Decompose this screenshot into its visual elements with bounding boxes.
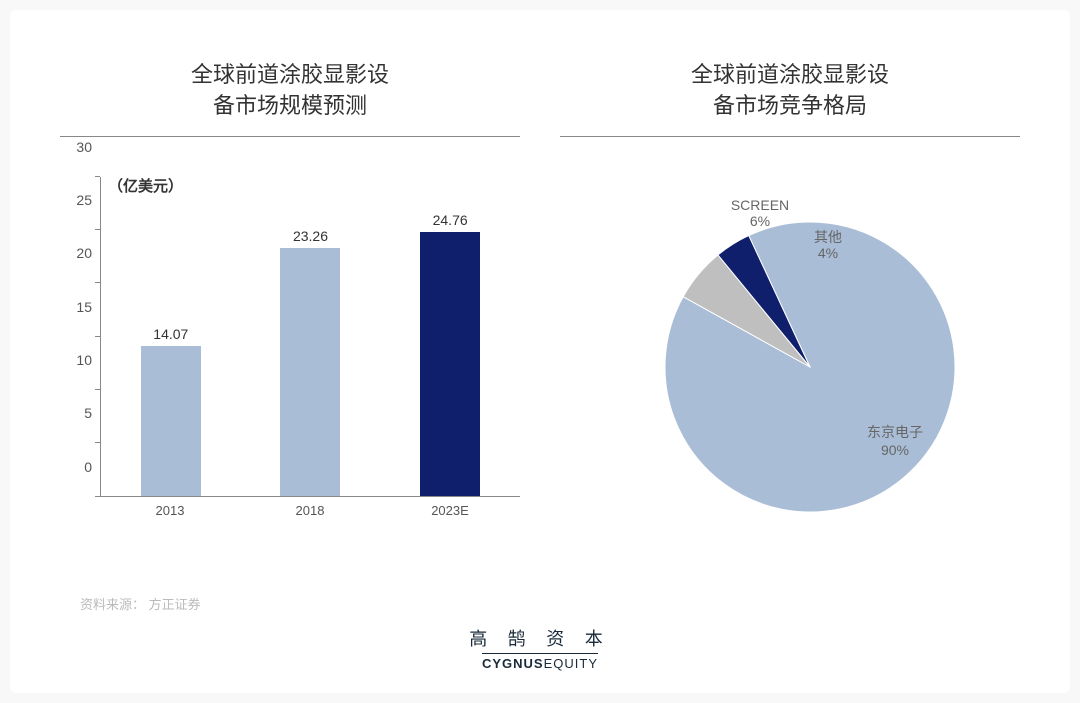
pie-label-other: 其他 — [814, 229, 842, 245]
bar-value-label: 23.26 — [293, 228, 328, 244]
bar-title-line1: 全球前道涂胶显影设 — [191, 62, 389, 87]
y-tick: 20 — [76, 245, 92, 261]
pie-label-other-pct: 4% — [818, 245, 838, 261]
y-tick: 15 — [76, 299, 92, 315]
bar-value-label: 24.76 — [433, 212, 468, 228]
x-label: 2023E — [420, 497, 480, 527]
y-tick: 0 — [84, 459, 92, 475]
source-prefix: 资料来源： — [80, 597, 145, 612]
slide: 全球前道涂胶显影设 备市场规模预测 （亿美元） 14.0723.2624.76 … — [10, 10, 1070, 693]
x-label: 2013 — [140, 497, 200, 527]
charts-row: 全球前道涂胶显影设 备市场规模预测 （亿美元） 14.0723.2624.76 … — [60, 50, 1020, 584]
bar — [420, 232, 480, 496]
pie-label-screen: SCREEN — [731, 197, 789, 213]
logo-en: CYGNUSEQUITY — [482, 653, 598, 671]
bar-chart-body: （亿美元） 14.0723.2624.76 051015202530 20132… — [60, 167, 520, 584]
x-label: 2018 — [280, 497, 340, 527]
pie-label-tokyo-pct: 90% — [881, 442, 909, 458]
bars-container: 14.07 23.26 24.76 — [101, 177, 520, 496]
bar-group: 23.26 — [280, 228, 340, 496]
y-tick: 25 — [76, 192, 92, 208]
bar-chart-panel: 全球前道涂胶显影设 备市场规模预测 （亿美元） 14.0723.2624.76 … — [60, 50, 520, 584]
pie-title-line1: 全球前道涂胶显影设 — [691, 62, 889, 87]
bar-group: 14.07 — [141, 326, 201, 496]
source-line: 资料来源： 方正证券 — [80, 594, 1020, 613]
logo-en-light: EQUITY — [544, 656, 598, 671]
logo-en-bold: CYGNUS — [482, 656, 544, 671]
pie-chart-title: 全球前道涂胶显影设 备市场竞争格局 — [560, 50, 1020, 137]
bar-chart-title: 全球前道涂胶显影设 备市场规模预测 — [60, 50, 520, 137]
pie-label-tokyo: 东京电子 — [867, 424, 923, 440]
y-tick: 5 — [84, 405, 92, 421]
pie-title-line2: 备市场竞争格局 — [713, 93, 867, 118]
bar-group: 24.76 — [420, 212, 480, 496]
plot-area: 14.07 23.26 24.76 — [100, 177, 520, 497]
pie-chart-body: 东京电子 90% SCREEN6% 其他4% — [560, 167, 1020, 584]
logo-cn: 高 鹄 资 本 — [60, 625, 1020, 651]
y-tick: 10 — [76, 352, 92, 368]
x-axis: 2013 2018 2023E — [100, 497, 520, 527]
bar — [280, 248, 340, 496]
bar-value-label: 14.07 — [153, 326, 188, 342]
source-text: 方正证券 — [149, 597, 201, 612]
pie-label-screen-pct: 6% — [750, 213, 770, 229]
footer-logo: 高 鹄 资 本 CYGNUSEQUITY — [60, 625, 1020, 673]
pie-chart: 东京电子 90% SCREEN6% 其他4% — [570, 177, 1010, 537]
bar-title-line2: 备市场规模预测 — [213, 93, 367, 118]
y-tick: 30 — [76, 139, 92, 155]
bar-chart: （亿美元） 14.0723.2624.76 051015202530 20132… — [60, 177, 520, 527]
pie-chart-panel: 全球前道涂胶显影设 备市场竞争格局 东京电子 90% SCREEN6% 其他4% — [560, 50, 1020, 584]
y-axis: 051015202530 — [60, 177, 100, 497]
bar — [141, 346, 201, 496]
